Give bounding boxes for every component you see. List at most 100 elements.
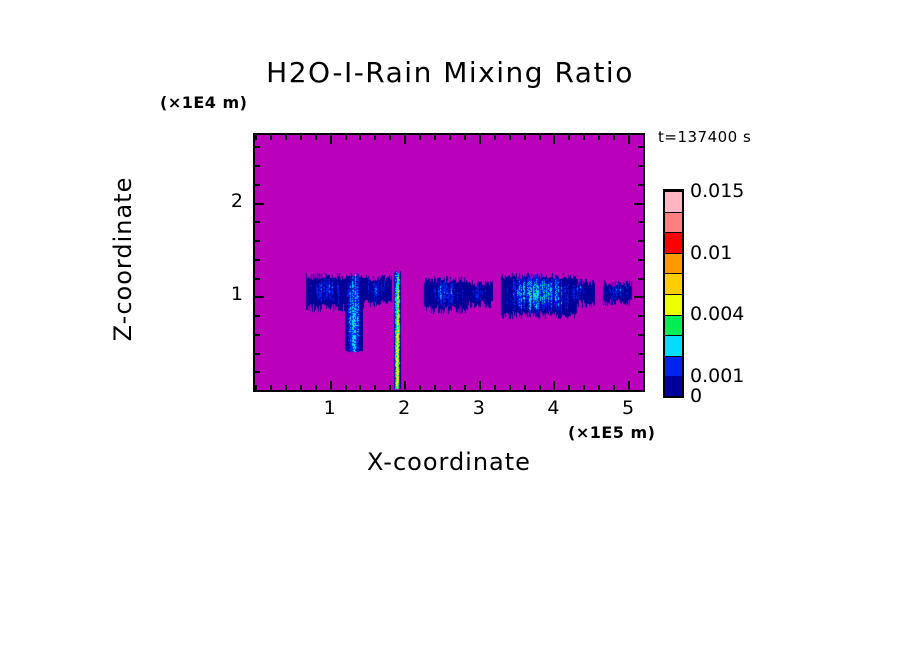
y-minor-tick [255,390,260,392]
y-minor-tick-right [638,240,643,242]
page-title: H2O-I-Rain Mixing Ratio [0,56,904,89]
x-minor-tick [598,385,601,390]
y-minor-tick [255,221,260,224]
y-minor-tick-right [638,277,643,280]
x-major-tick [404,381,407,390]
x-minor-tick-top [643,135,645,140]
colorbar-tick-label: 0 [690,385,703,407]
x-major-tick-top [329,135,332,144]
x-minor-tick [344,385,347,390]
colorbar-band [665,294,682,315]
x-tick-label: 4 [547,397,560,419]
x-minor-tick-top [523,135,526,140]
y-minor-tick [255,315,260,317]
x-minor-tick-top [568,135,571,140]
x-minor-tick [463,385,466,390]
y-major-tick [255,296,264,299]
x-minor-tick [434,385,437,390]
y-major-tick-right [634,296,643,299]
x-minor-tick-top [538,135,541,140]
y-minor-tick [255,183,260,186]
x-minor-tick [449,385,451,390]
y-minor-tick [255,258,260,261]
x-axis-units-label: (×1E5 m) [568,423,656,442]
x-minor-tick-top [449,135,451,140]
colorbar-tick-label: 0.001 [690,364,745,387]
y-minor-tick-right [638,183,643,186]
x-major-tick-top [478,135,481,144]
y-minor-tick-right [638,146,643,149]
x-axis-title: X-coordinate [367,448,531,476]
x-minor-tick-top [598,135,601,140]
x-minor-tick-top [613,135,616,140]
y-tick-label: 2 [230,189,243,212]
x-tick-label: 5 [622,397,635,419]
y-minor-tick [255,146,260,149]
x-minor-tick [374,385,377,390]
x-minor-tick-top [419,135,422,140]
x-minor-tick [284,385,287,390]
x-minor-tick [493,385,496,390]
y-axis-units-label: (×1E4 m) [160,93,248,112]
x-minor-tick-top [359,135,362,140]
x-minor-tick-top [583,135,586,140]
y-minor-tick [255,240,260,242]
y-minor-tick-right [638,165,643,167]
x-major-tick-top [628,135,631,144]
x-minor-tick [389,385,392,390]
colorbar-band [665,252,682,274]
y-minor-tick-right [638,352,643,355]
colorbar-band [665,314,682,336]
x-major-tick [478,381,481,390]
x-minor-tick [538,385,541,390]
y-minor-tick-right [638,221,643,224]
colorbar [663,189,684,398]
y-minor-tick-right [638,315,643,317]
x-minor-tick [269,385,272,390]
x-minor-tick [508,385,511,390]
x-major-tick-top [404,135,407,144]
x-major-tick [553,381,556,390]
x-minor-tick-top [508,135,511,140]
colorbar-tick-label: 0.015 [690,180,745,202]
plot-axes-box [253,133,645,392]
y-minor-tick-right [638,333,643,336]
y-minor-tick-right [638,371,643,374]
y-minor-tick [255,352,260,355]
x-tick-label: 1 [323,397,336,419]
x-tick-label: 3 [472,397,485,419]
colorbar-band [665,191,682,212]
y-minor-tick [255,165,260,167]
y-minor-tick-right [638,258,643,261]
x-minor-tick [419,385,422,390]
x-major-tick-top [553,135,556,144]
x-minor-tick [568,385,571,390]
x-minor-tick-top [255,135,257,140]
x-minor-tick-top [463,135,466,140]
y-axis-title: Z-coordinate [109,176,137,342]
heatmap-field [255,135,643,390]
x-minor-tick-top [344,135,347,140]
x-major-tick [329,381,332,390]
colorbar-band [665,355,682,377]
x-minor-tick [299,385,302,390]
x-minor-tick [255,385,257,390]
x-minor-tick-top [374,135,377,140]
y-minor-tick [255,371,260,374]
colorbar-tick-label: 0.01 [690,241,733,264]
x-minor-tick [583,385,586,390]
x-minor-tick [359,385,362,390]
x-minor-tick-top [284,135,287,140]
colorbar-band [665,335,682,356]
x-minor-tick-top [389,135,392,140]
colorbar-band [665,376,682,396]
colorbar-tick-label: 0.004 [690,303,745,325]
x-minor-tick [314,385,317,390]
colorbar-band [665,232,682,253]
x-major-tick [628,381,631,390]
y-major-tick [255,202,264,205]
x-tick-label: 2 [398,397,411,419]
x-minor-tick-top [269,135,272,140]
x-minor-tick [523,385,526,390]
x-minor-tick-top [434,135,437,140]
